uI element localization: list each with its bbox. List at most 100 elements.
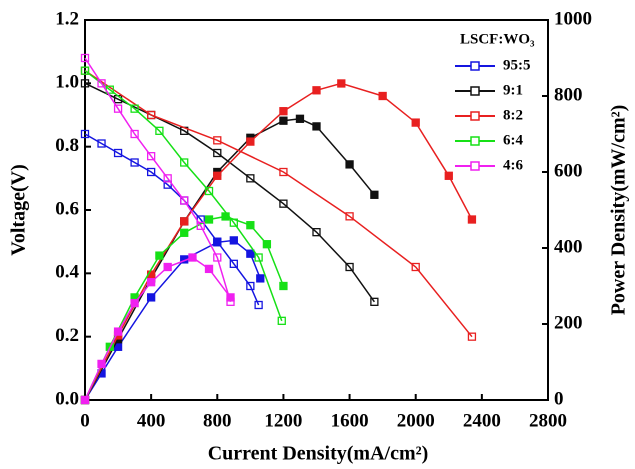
power-marker: [221, 212, 230, 221]
voltage-marker: [345, 262, 354, 272]
voltage-marker: [213, 148, 222, 158]
y2-axis-label: Power Density(mW/cm²): [608, 105, 630, 316]
y-tick-label: 0.8: [55, 135, 79, 156]
voltage-marker: [246, 174, 255, 183]
power-marker: [163, 262, 172, 272]
power-marker: [312, 122, 321, 131]
voltage-marker: [130, 104, 139, 113]
legend-swatch: [470, 61, 480, 71]
voltage-marker: [180, 196, 189, 205]
power-marker: [229, 236, 238, 245]
voltage-marker: [196, 221, 205, 230]
power-marker: [312, 86, 321, 95]
x-tick-label: 2800: [529, 410, 567, 431]
power-marker: [370, 190, 379, 199]
voltage-marker: [113, 104, 123, 113]
power-marker: [97, 359, 106, 369]
power-marker: [213, 171, 222, 180]
power-marker: [378, 91, 387, 101]
y-tick-label: 1.2: [55, 8, 79, 29]
voltage-marker: [130, 129, 139, 139]
voltage-marker: [204, 186, 214, 196]
voltage-marker: [113, 148, 123, 158]
power-line: [84, 82, 473, 401]
x-tick-label: 2400: [463, 410, 501, 431]
legend-swatch: [470, 111, 480, 121]
voltage-marker: [130, 158, 139, 167]
legend-label: 9:1: [503, 82, 523, 98]
power-marker: [262, 240, 272, 249]
power-marker: [113, 327, 123, 336]
power-marker: [411, 118, 420, 127]
voltage-marker: [80, 53, 90, 63]
x-tick-label: 0: [80, 410, 90, 431]
voltage-line: [84, 70, 283, 322]
power-marker: [213, 238, 222, 247]
x-tick-label: 400: [137, 410, 166, 431]
y-tick-label: 0.6: [55, 198, 79, 219]
power-marker: [155, 251, 164, 260]
legend-label: 6:4: [503, 132, 523, 148]
power-marker: [180, 217, 189, 226]
y-tick-label: 0.2: [55, 325, 79, 346]
legend-title: LSCF:WO₃: [460, 31, 535, 47]
y-axis-label: Voltage(V): [8, 164, 30, 255]
power-marker: [146, 278, 156, 287]
voltage-marker: [254, 253, 263, 262]
legend-label: 95:5: [503, 57, 531, 73]
voltage-marker: [229, 259, 238, 268]
power-marker: [279, 107, 288, 116]
voltage-marker: [80, 79, 90, 88]
x-tick-label: 1200: [264, 410, 302, 431]
power-marker: [246, 221, 255, 230]
power-line: [84, 215, 285, 401]
voltage-marker: [467, 332, 477, 341]
power-marker: [279, 281, 288, 291]
voltage-marker: [213, 253, 222, 262]
legend-label: 4:6: [503, 157, 523, 173]
voltage-line: [84, 57, 232, 303]
voltage-marker: [277, 316, 286, 325]
x-tick-label: 800: [203, 410, 232, 431]
voltage-marker: [180, 158, 189, 167]
y-tick-label: 0.4: [55, 262, 79, 283]
power-marker: [130, 298, 139, 308]
power-marker: [279, 116, 288, 125]
voltage-marker: [97, 139, 106, 148]
voltage-marker: [80, 66, 90, 75]
voltage-marker: [345, 212, 354, 221]
power-marker: [467, 215, 477, 224]
voltage-marker: [411, 262, 420, 272]
y2-tick-label: 200: [554, 312, 583, 333]
voltage-marker: [155, 126, 164, 135]
voltage-line: [84, 70, 473, 338]
legend-swatch: [470, 86, 480, 96]
voltage-marker: [146, 167, 156, 177]
voltage-line: [84, 82, 375, 303]
y2-tick-label: 800: [554, 84, 583, 105]
y2-tick-label: 0: [554, 388, 564, 409]
legend-label: 8:2: [503, 107, 523, 123]
voltage-marker: [370, 297, 379, 306]
power-marker: [204, 215, 214, 224]
voltage-marker: [254, 300, 263, 310]
y2-tick-label: 600: [554, 160, 583, 181]
power-marker: [204, 264, 214, 274]
power-marker: [246, 249, 255, 258]
voltage-marker: [80, 129, 90, 139]
power-marker: [188, 253, 197, 262]
power-marker: [444, 171, 453, 180]
y-tick-label: 0.0: [55, 388, 79, 409]
voltage-marker: [312, 228, 321, 237]
voltage-marker: [146, 110, 156, 120]
x-tick-label: 2000: [397, 410, 435, 431]
voltage-marker: [163, 180, 172, 189]
power-marker: [295, 114, 305, 123]
plot-frame: [84, 19, 549, 401]
power-marker: [226, 293, 235, 302]
voltage-marker: [163, 174, 172, 183]
y2-tick-label: 400: [554, 236, 583, 257]
legend-swatch: [470, 161, 480, 171]
power-marker: [345, 160, 354, 169]
